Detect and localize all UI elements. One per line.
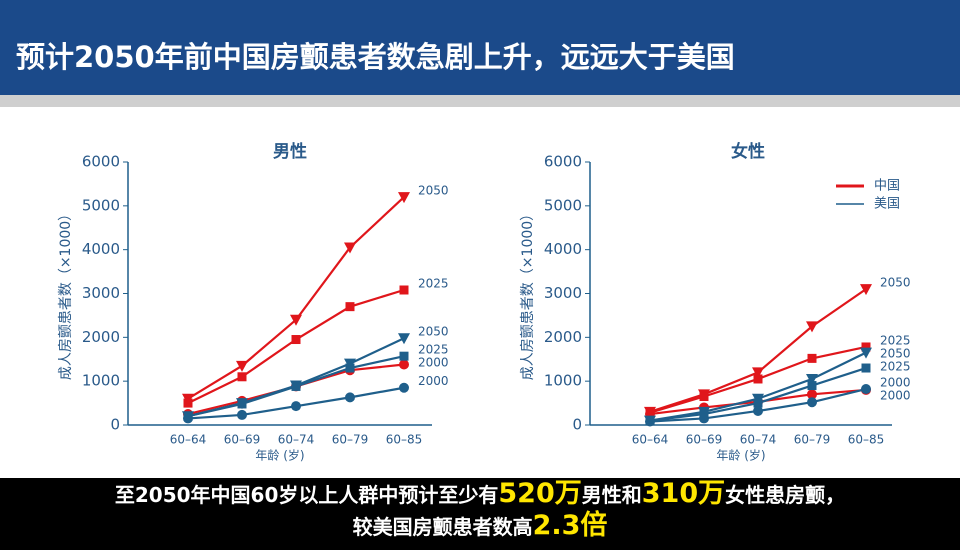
marker bbox=[237, 372, 247, 382]
footer-line: 较美国房颤患者数高2.3倍 bbox=[0, 510, 960, 542]
series-label: 2025 bbox=[418, 276, 449, 290]
marker bbox=[860, 284, 872, 296]
marker bbox=[237, 409, 247, 420]
footer-text: 至2050年中国60岁以上人群中预计至少有 bbox=[114, 483, 499, 507]
series-label: 2000 bbox=[418, 356, 449, 370]
y-tick-label: 3000 bbox=[544, 284, 582, 302]
marker bbox=[183, 413, 193, 424]
marker bbox=[399, 351, 409, 361]
series-label: 2050 bbox=[880, 346, 911, 360]
marker bbox=[861, 384, 871, 395]
marker bbox=[861, 342, 871, 352]
footer: 至2050年中国60岁以上人群中预计至少有520万男性和310万女性患房颤， 较美… bbox=[0, 478, 960, 550]
marker bbox=[291, 381, 301, 391]
y-tick-label: 1000 bbox=[544, 372, 582, 390]
series-label: 2025 bbox=[880, 359, 911, 373]
legend-label: 中国 bbox=[874, 179, 900, 194]
y-tick-label: 4000 bbox=[82, 240, 120, 258]
marker bbox=[806, 321, 818, 333]
charts: 男性 0 1000 2000 3000 4000 5000 6000 60–64 60–69 60–… bbox=[58, 141, 911, 463]
x-tick-label: 60–64 bbox=[632, 433, 669, 447]
marker bbox=[860, 347, 872, 359]
x-tick-label: 60–69 bbox=[224, 433, 261, 447]
series-label: 2050 bbox=[418, 325, 449, 339]
marker bbox=[699, 413, 709, 424]
marker bbox=[345, 363, 355, 373]
marker bbox=[753, 398, 763, 408]
x-tick-label: 60–79 bbox=[332, 433, 369, 447]
footer-line: 至2050年中国60岁以上人群中预计至少有520万男性和310万女性患房颤， bbox=[0, 478, 960, 510]
marker bbox=[291, 335, 301, 345]
marker bbox=[237, 399, 247, 409]
marker bbox=[291, 401, 301, 412]
marker bbox=[345, 302, 355, 312]
x-tick-label: 60–85 bbox=[848, 433, 885, 447]
marker bbox=[645, 416, 655, 427]
y-tick-label: 6000 bbox=[544, 153, 582, 171]
footer-text: 较美国房颤患者数高 bbox=[352, 515, 533, 539]
y-tick-label: 0 bbox=[110, 416, 120, 434]
y-axis-label: 成人房颤患者数（×1000） bbox=[520, 207, 536, 380]
marker bbox=[807, 389, 817, 400]
slide-title: 预计2050年前中国房颤患者数急剧上升，远远大于美国 bbox=[16, 40, 735, 74]
highlight-text: 520万 bbox=[498, 478, 582, 509]
marker bbox=[752, 367, 764, 379]
marker bbox=[183, 398, 193, 408]
marker bbox=[236, 360, 248, 372]
legend-label: 美国 bbox=[874, 197, 900, 212]
marker bbox=[399, 359, 409, 370]
y-tick-label: 5000 bbox=[82, 196, 120, 214]
x-tick-label: 60–85 bbox=[386, 433, 423, 447]
marker bbox=[753, 405, 763, 416]
divider bbox=[0, 95, 960, 107]
marker bbox=[806, 373, 818, 385]
marker bbox=[399, 382, 409, 393]
y-axis-label: 成人房颤患者数（×1000） bbox=[58, 207, 74, 380]
highlight-text: 310万 bbox=[641, 478, 726, 509]
series-label: 2050 bbox=[418, 184, 449, 198]
x-axis-label: 年龄 (岁) bbox=[716, 448, 765, 463]
series-label: 2025 bbox=[418, 343, 449, 357]
chart-title: 男性 bbox=[273, 141, 307, 162]
marker bbox=[345, 392, 355, 403]
marker bbox=[344, 242, 356, 254]
series-label: 2050 bbox=[880, 276, 911, 290]
x-tick-label: 60–74 bbox=[278, 433, 315, 447]
y-tick-label: 2000 bbox=[82, 328, 120, 346]
x-tick-label: 60–69 bbox=[686, 433, 723, 447]
series-label: 2000 bbox=[880, 376, 911, 390]
series-label: 2000 bbox=[880, 389, 911, 403]
marker bbox=[807, 397, 817, 408]
series-label: 2025 bbox=[880, 333, 911, 347]
x-tick-label: 60–64 bbox=[170, 433, 207, 447]
series-label: 2000 bbox=[418, 374, 449, 388]
marker bbox=[398, 333, 410, 345]
y-tick-label: 0 bbox=[572, 416, 582, 434]
y-tick-label: 6000 bbox=[82, 153, 120, 171]
chart-title: 女性 bbox=[731, 141, 765, 162]
highlight-text: 2.3倍 bbox=[532, 510, 608, 541]
y-tick-label: 5000 bbox=[544, 196, 582, 214]
marker bbox=[290, 314, 302, 326]
x-tick-label: 60–79 bbox=[794, 433, 831, 447]
footer-text: 女性患房颤， bbox=[725, 483, 846, 507]
marker bbox=[398, 192, 410, 204]
header: 预计2050年前中国房颤患者数急剧上升，远远大于美国 bbox=[0, 0, 960, 95]
footer-text: 男性和 bbox=[581, 483, 642, 507]
marker bbox=[861, 363, 871, 373]
x-tick-label: 60–74 bbox=[740, 433, 777, 447]
marker bbox=[807, 381, 817, 391]
marker bbox=[753, 374, 763, 384]
y-tick-label: 3000 bbox=[82, 284, 120, 302]
y-tick-label: 4000 bbox=[544, 240, 582, 258]
marker bbox=[807, 353, 817, 363]
x-axis-label: 年龄 (岁) bbox=[255, 448, 304, 463]
marker bbox=[699, 392, 709, 402]
y-tick-label: 1000 bbox=[82, 372, 120, 390]
y-tick-label: 2000 bbox=[544, 328, 582, 346]
marker bbox=[399, 285, 409, 295]
